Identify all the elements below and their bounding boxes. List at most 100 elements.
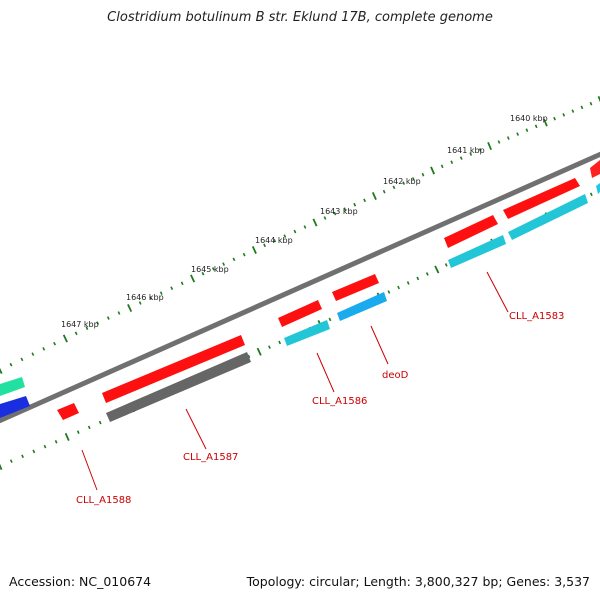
outer-tick: [525, 128, 529, 133]
outer-tick: [371, 191, 377, 201]
inner-tick: [9, 459, 13, 463]
kbp-label-1644: 1644 kbp: [255, 236, 293, 245]
outer-tick: [497, 140, 501, 144]
feature-blue-left-edge: [0, 396, 30, 418]
outer-tick: [31, 352, 35, 356]
outer-tick: [273, 238, 277, 243]
inner-tick: [76, 430, 80, 434]
inner-tick: [589, 192, 593, 197]
gene-label-cll-a1588: CLL_A1588: [76, 495, 131, 506]
outer-tick: [251, 245, 257, 255]
inner-tick: [444, 263, 448, 267]
inner-tick: [98, 420, 102, 425]
outer-tick: [106, 316, 110, 320]
feature-cll-a1583-red-2: [444, 215, 498, 248]
inner-tick: [0, 463, 3, 471]
outer-tick: [74, 331, 78, 336]
leader-cll-a1587: [185, 408, 207, 450]
gene-label-cll-a1583: CLL_A1583: [509, 311, 564, 322]
outer-tick: [62, 334, 68, 343]
feature-cll-a1586-cyan: [284, 320, 330, 346]
features: [0, 160, 600, 422]
outer-tick: [0, 367, 3, 374]
feature-green-left-edge: [0, 377, 25, 396]
kbp-label-1640: 1640 kbp: [510, 114, 548, 123]
inner-tick: [397, 285, 400, 290]
leader-cll-a1586: [316, 352, 335, 393]
feature-cll-a1583-cyan-1: [508, 194, 588, 240]
inner-tick: [387, 290, 391, 294]
inner-tick: [328, 317, 332, 322]
outer-tick: [170, 286, 174, 291]
feature-red-right-edge: [590, 160, 600, 178]
outer-tick: [159, 291, 163, 295]
outer-tick: [392, 185, 396, 190]
outer-tick: [516, 132, 520, 136]
outer-tick: [9, 362, 13, 367]
outer-tick: [589, 101, 593, 106]
kbp-label-1646: 1646 kbp: [126, 293, 164, 302]
outer-tick: [562, 113, 566, 117]
outer-tick: [117, 311, 121, 315]
inner-tick: [434, 265, 440, 274]
outer-tick: [571, 109, 575, 113]
inner-tick: [54, 439, 58, 444]
inner-tick: [278, 340, 282, 345]
outer-tick: [138, 301, 142, 305]
inner-tick: [416, 276, 420, 281]
outer-tick: [149, 296, 153, 300]
genome-summary-text: Topology: circular; Length: 3,800,327 bp…: [246, 574, 590, 589]
outer-tick: [450, 160, 454, 165]
outer-tick: [201, 271, 205, 276]
leader-cll-a1588: [81, 449, 98, 491]
inner-tick: [32, 449, 36, 454]
outer-tick: [506, 136, 510, 140]
outer-tick: [459, 156, 463, 160]
inner-tick: [21, 454, 24, 459]
outer-tick: [382, 189, 386, 194]
outer-tick: [343, 207, 347, 211]
outer-tick: [323, 216, 327, 220]
inner-tick: [268, 345, 271, 349]
outer-tick: [96, 321, 100, 325]
outer-tick: [430, 166, 436, 175]
inner-tick: [425, 272, 429, 276]
outer-tick: [232, 257, 236, 262]
outer-tick: [180, 281, 184, 286]
inner-tick: [247, 354, 251, 359]
outer-tick: [283, 234, 287, 238]
outer-tick: [478, 148, 482, 152]
outer-tick: [353, 202, 357, 207]
outer-tick: [469, 152, 473, 156]
feature-cll-a1587-grey: [106, 352, 251, 422]
outer-tick: [211, 267, 215, 271]
outer-tick: [42, 347, 46, 351]
outer-tick: [421, 172, 425, 177]
outer-tick: [303, 225, 307, 229]
outer-tick: [597, 95, 600, 103]
outer-tick: [553, 116, 556, 121]
outer-tick: [53, 341, 56, 346]
leader-deod: [370, 325, 389, 365]
outer-tick: [85, 326, 89, 331]
kbp-label-1647: 1647 kbp: [61, 320, 99, 329]
outer-tick: [487, 141, 492, 151]
outer-tick: [534, 124, 538, 129]
kbp-labels: 1640 kbp 1641 kbp 1642 kbp 1643 kbp 1644…: [61, 114, 548, 329]
inner-tick: [64, 432, 70, 441]
outer-tick: [440, 164, 444, 169]
outer-tick: [543, 118, 548, 127]
feature-cll-a1583-cyan-2: [448, 235, 506, 268]
leader-cll-a1583: [486, 271, 509, 313]
gene-label-cll-a1586: CLL_A1586: [312, 396, 367, 407]
outer-tick: [190, 274, 196, 283]
kbp-label-1642: 1642 kbp: [383, 177, 421, 186]
accession-text: Accession: NC_010674: [9, 574, 152, 589]
feature-deod-sky: [337, 292, 387, 321]
outer-tick: [242, 252, 246, 257]
feature-cll-a1587-red: [102, 335, 245, 403]
outer-tick: [222, 262, 226, 266]
inner-tick: [256, 347, 262, 356]
map-title: Clostridium botulinum B str. Eklund 17B,…: [107, 10, 493, 25]
kbp-label-1641: 1641 kbp: [447, 146, 485, 155]
